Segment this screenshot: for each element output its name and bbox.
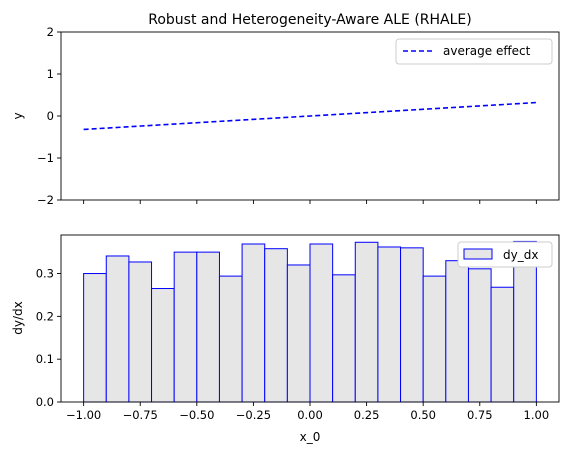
histogram-bar <box>151 288 175 403</box>
bottom-legend-box <box>457 241 553 268</box>
bottom-x-tick-label: 1.00 <box>524 408 550 422</box>
histogram-bar <box>83 273 107 403</box>
bottom-axes: 0.0 0.1 0.2 0.3 −1.00 −0.75 −0.50 −0.25 0.00 0.25… <box>11 234 560 444</box>
histogram-bar <box>196 251 220 403</box>
legend-label-dy-dx: dy_dx <box>503 248 538 262</box>
top-marks-group <box>83 101 537 131</box>
histogram-bar <box>490 286 515 403</box>
top-y-tick-label: 1 <box>47 67 54 81</box>
histogram-bar <box>286 264 311 403</box>
histogram-bar <box>218 275 243 403</box>
top-legend-box <box>395 38 553 65</box>
histogram-bar <box>445 260 469 403</box>
bottom-x-tick-label: 0.50 <box>410 408 436 422</box>
bottom-axes-frame <box>60 234 560 403</box>
bottom-x-tick-label: −0.75 <box>123 408 158 422</box>
histogram-bar <box>467 268 492 403</box>
histogram-bar <box>400 247 424 403</box>
top-y-tick-label: −2 <box>37 193 54 207</box>
histogram-bar <box>354 241 379 403</box>
average-effect-line <box>83 101 537 131</box>
bottom-y-tick-label: 0.1 <box>36 352 54 366</box>
histogram-bar <box>264 248 288 403</box>
bottom-ticks-group: 0.0 0.1 0.2 0.3 −1.00 −0.75 −0.50 −0.25 0.00 0.25… <box>36 267 549 422</box>
histogram-bar <box>105 255 130 403</box>
bottom-legend: dy_dx <box>457 241 553 268</box>
bottom-x-axis-label: x_0 <box>300 430 321 444</box>
top-y-axis-label: y <box>11 112 25 119</box>
top-axes: Robust and Heterogeneity-Aware ALE (RHAL… <box>11 12 560 207</box>
bottom-y-tick-label: 0.2 <box>36 309 54 323</box>
histogram-bar <box>377 246 402 403</box>
bottom-x-tick-label: −0.50 <box>179 408 214 422</box>
bottom-x-tick-label: 0.25 <box>354 408 380 422</box>
top-y-tick-label: 2 <box>47 25 54 39</box>
histogram-bar <box>128 261 153 403</box>
legend-swatch-dy-dx <box>463 248 493 260</box>
bottom-y-tick-label: 0.3 <box>36 267 54 281</box>
top-axes-frame <box>60 31 560 201</box>
histogram-bar <box>422 275 447 403</box>
top-y-tick-label: −1 <box>37 151 54 165</box>
bottom-marks-group <box>83 240 537 403</box>
bottom-x-tick-label: −1.00 <box>66 408 101 422</box>
bottom-y-axis-label: dy/dx <box>11 301 25 334</box>
bottom-x-tick-label: 0.00 <box>297 408 323 422</box>
histogram-bar <box>241 243 266 403</box>
bottom-x-tick-label: 0.75 <box>467 408 493 422</box>
histogram-bar <box>332 274 356 403</box>
top-ticks-group: −2 −1 0 1 2 <box>37 25 537 207</box>
histogram-bar <box>309 243 334 403</box>
top-legend: average effect <box>395 38 553 65</box>
bottom-x-tick-label: −0.25 <box>236 408 271 422</box>
bottom-y-tick-label: 0.0 <box>36 395 54 409</box>
histogram-bar <box>173 251 198 403</box>
legend-label-average-effect: average effect <box>443 44 531 58</box>
top-chart-title: Robust and Heterogeneity-Aware ALE (RHAL… <box>148 12 471 28</box>
top-y-tick-label: 0 <box>47 109 54 123</box>
